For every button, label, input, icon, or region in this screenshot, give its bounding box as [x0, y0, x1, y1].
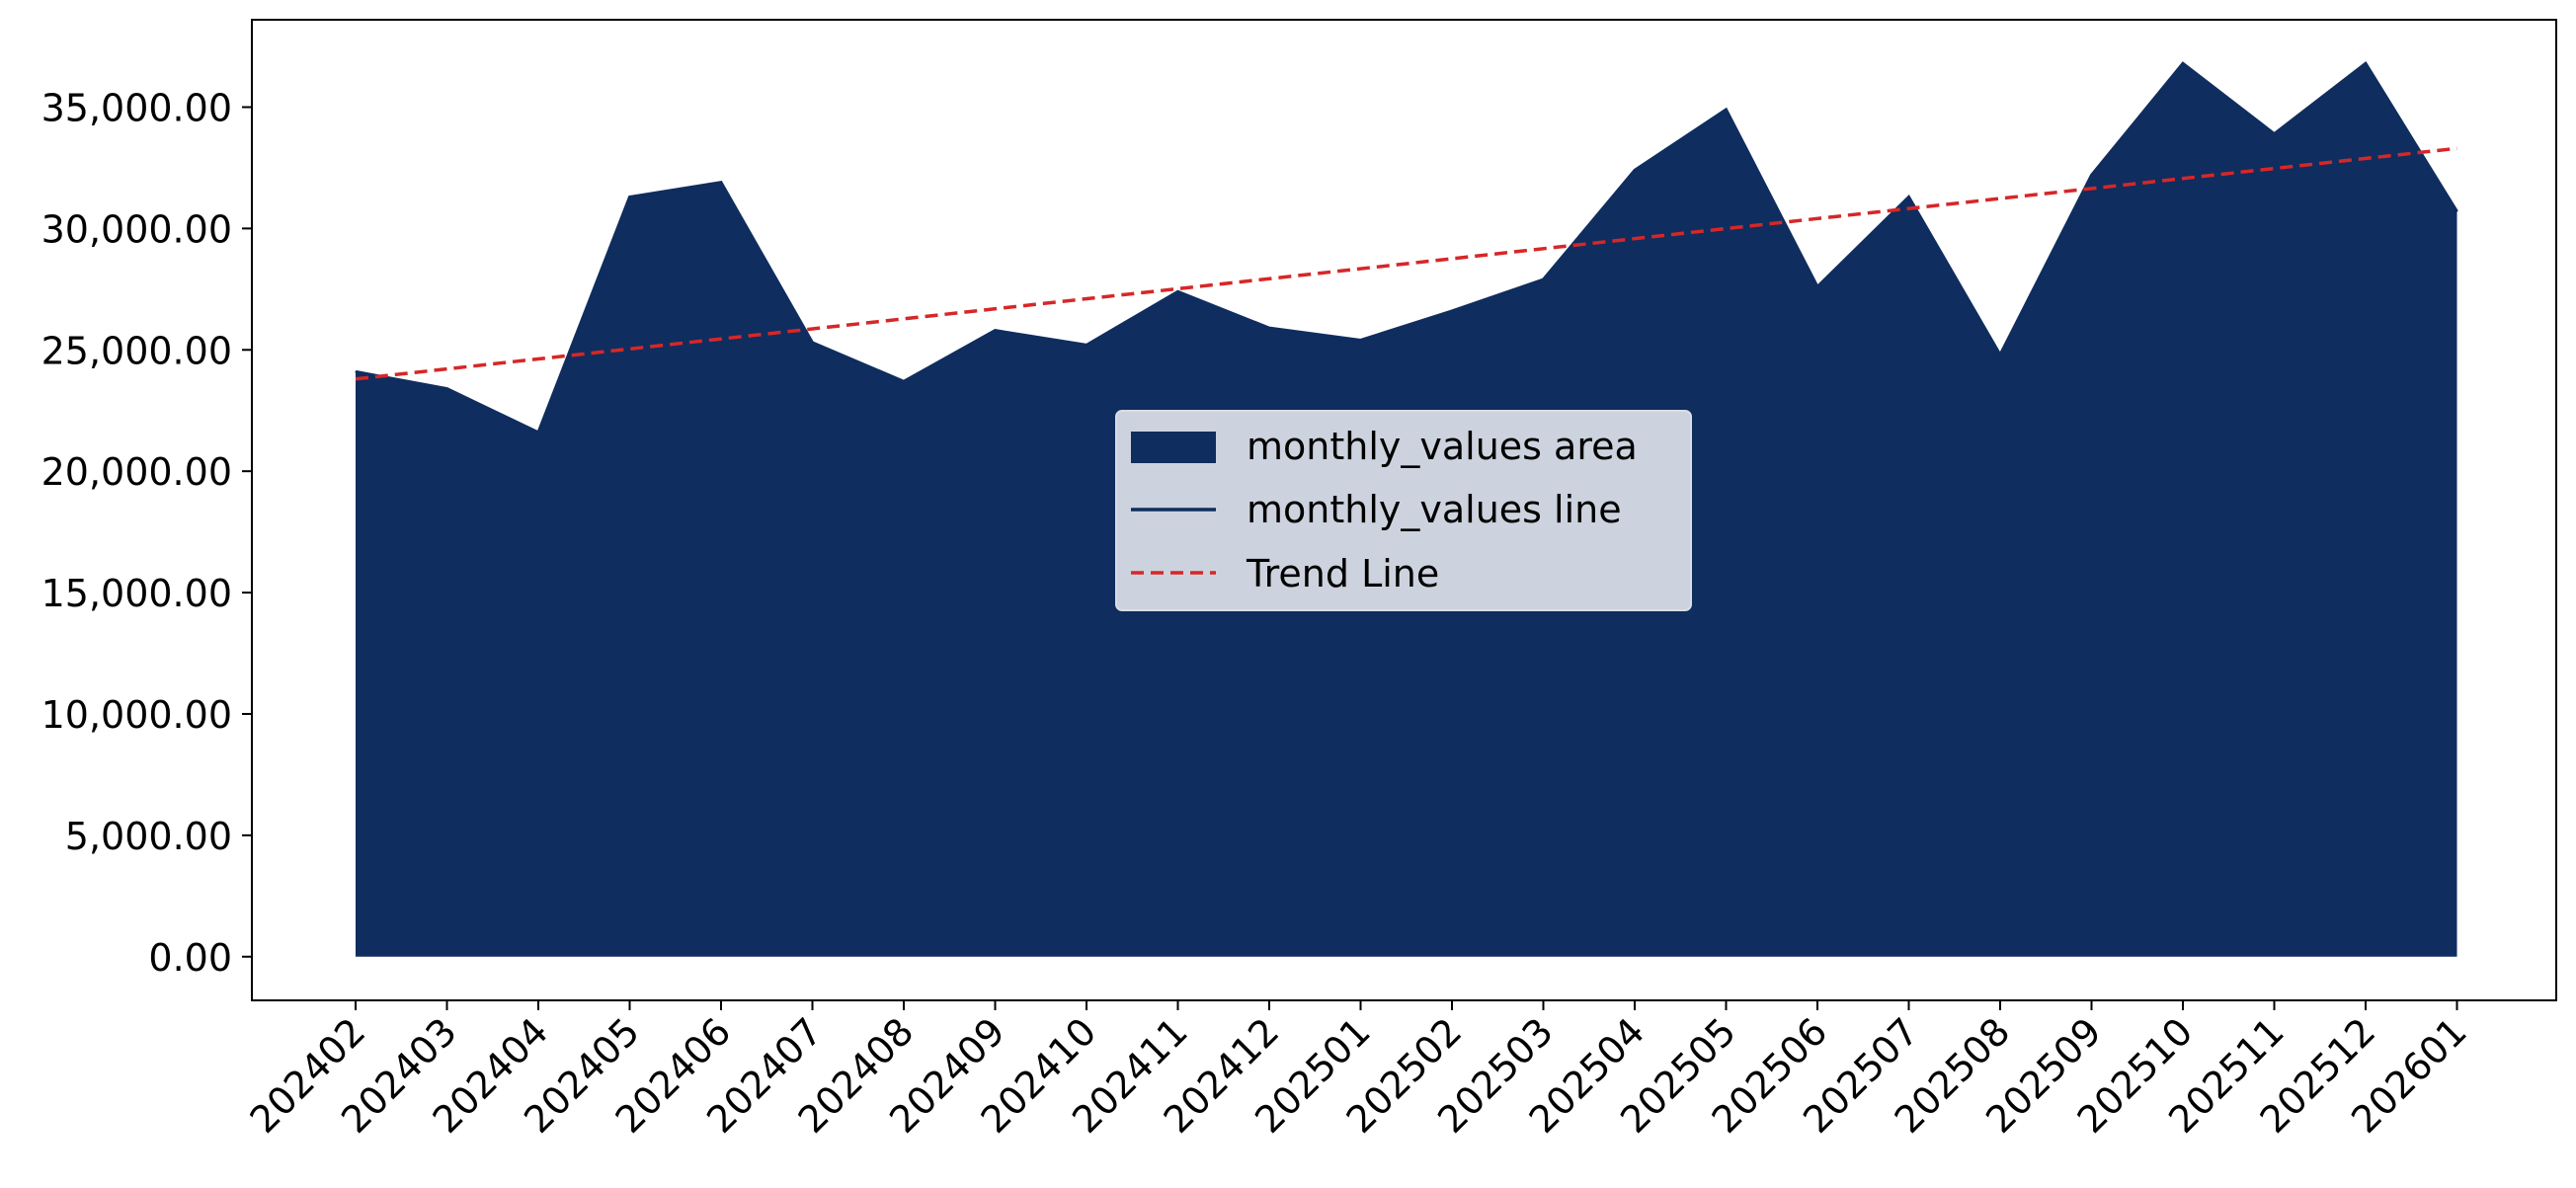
data-point	[1360, 339, 1361, 341]
legend-area-swatch	[1131, 432, 1216, 463]
y-tick-label: 0.00	[148, 936, 232, 980]
data-point	[1726, 109, 1727, 111]
data-point	[903, 380, 905, 382]
trend-layer	[355, 146, 2457, 381]
legend-box	[1115, 410, 1692, 611]
data-point	[2091, 174, 2092, 176]
data-point	[720, 182, 722, 184]
legend-label-trend: Trend Line	[1246, 552, 1439, 595]
data-point	[995, 330, 996, 332]
y-tick-label: 10,000.00	[41, 693, 232, 737]
legend-label-line: monthly_values line	[1247, 488, 1622, 531]
data-point	[1816, 285, 1818, 287]
data-point	[355, 370, 357, 372]
data-point	[812, 342, 813, 344]
data-point	[1177, 290, 1178, 292]
data-point	[1634, 169, 1636, 171]
data-point	[1451, 310, 1453, 312]
data-point	[1908, 196, 1909, 198]
data-point	[1268, 327, 1270, 329]
data-point	[2274, 133, 2275, 135]
data-point	[446, 388, 447, 390]
line-series	[355, 61, 2458, 435]
legend-label-area: monthly_values area	[1247, 425, 1638, 468]
legend: monthly_values area monthly_values line …	[1115, 410, 1692, 611]
data-point	[1999, 354, 2001, 356]
data-point	[2365, 62, 2367, 64]
y-tick-label: 20,000.00	[41, 450, 232, 494]
data-point	[1543, 278, 1544, 280]
y-tick-label: 15,000.00	[41, 572, 232, 615]
y-tick-label: 5,000.00	[65, 815, 232, 858]
y-tick-label: 25,000.00	[41, 329, 232, 372]
y-tick-label: 35,000.00	[41, 86, 232, 129]
plot-frame	[251, 19, 2557, 1001]
data-point	[629, 196, 630, 198]
data-point	[2456, 210, 2457, 212]
trend-line	[355, 146, 2457, 381]
data-point	[537, 432, 539, 434]
data-point	[2182, 62, 2184, 64]
y-tick-label: 30,000.00	[41, 207, 232, 251]
